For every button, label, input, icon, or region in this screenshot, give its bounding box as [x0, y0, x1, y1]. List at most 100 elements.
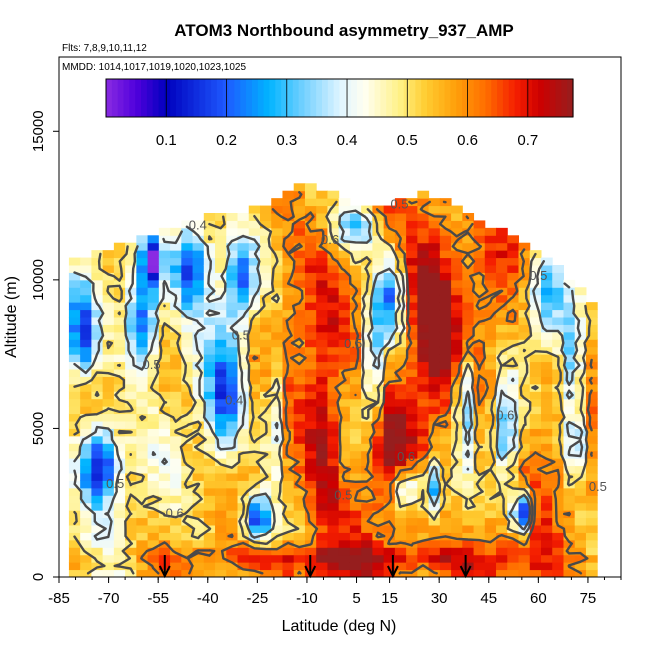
heatmap-cell	[91, 257, 104, 266]
heatmap-cell	[462, 413, 475, 422]
heatmap-cell	[91, 398, 104, 407]
heatmap-cell	[226, 473, 239, 481]
heatmap-cell	[394, 250, 407, 259]
heatmap-cell	[316, 495, 328, 504]
colorbar-cell	[193, 79, 200, 117]
heatmap-cell	[518, 287, 531, 296]
heatmap-cell	[585, 495, 598, 504]
heatmap-cell	[563, 324, 576, 333]
colorbar-cell	[286, 79, 294, 117]
heatmap-cell	[563, 398, 576, 407]
heatmap-cell	[248, 421, 261, 429]
heatmap-cell	[541, 309, 553, 318]
heatmap-cell	[552, 510, 564, 519]
heatmap-cell	[136, 257, 149, 266]
heatmap-cell	[484, 391, 497, 400]
heatmap-cell	[552, 502, 564, 511]
heatmap-cell	[451, 279, 463, 288]
heatmap-cell	[170, 398, 182, 407]
heatmap-cell	[428, 205, 441, 214]
heatmap-cell	[585, 562, 598, 571]
heatmap-cell	[349, 458, 362, 467]
heatmap-cell	[496, 317, 508, 325]
heatmap-cell	[215, 346, 227, 355]
heatmap-cell	[394, 265, 407, 273]
heatmap-cell	[125, 562, 137, 571]
heatmap-cell	[439, 562, 452, 571]
heatmap-cell	[529, 443, 542, 452]
heatmap-cell	[462, 421, 475, 429]
heatmap-cell	[282, 510, 295, 519]
heatmap-cell	[462, 435, 475, 444]
heatmap-cell	[68, 428, 81, 437]
heatmap-cell	[417, 235, 430, 244]
heatmap-cell	[585, 339, 598, 348]
heatmap-cell	[125, 473, 137, 481]
heatmap-cell	[563, 302, 576, 311]
heatmap-cell	[552, 391, 564, 400]
heatmap-cell	[181, 383, 194, 392]
heatmap-cell	[473, 265, 486, 273]
heatmap-cell	[102, 376, 115, 385]
heatmap-cell	[507, 302, 520, 311]
heatmap-cell	[585, 510, 598, 519]
heatmap-cell	[260, 569, 272, 577]
heatmap-cell	[484, 265, 497, 273]
heatmap-cell	[383, 421, 396, 429]
heatmap-cell	[574, 495, 587, 504]
heatmap-cell	[203, 413, 216, 422]
heatmap-cell	[496, 324, 508, 333]
heatmap-cell	[158, 331, 171, 340]
heatmap-cell	[125, 517, 137, 526]
heatmap-cell	[203, 406, 216, 415]
colorbar-cell	[357, 79, 364, 117]
heatmap-cell	[113, 339, 126, 348]
heatmap-cell	[316, 287, 328, 296]
heatmap-cell	[170, 539, 182, 548]
heatmap-cell	[260, 220, 272, 229]
colorbar-cell	[409, 79, 416, 117]
heatmap-cell	[125, 569, 137, 577]
heatmap-cell	[68, 487, 81, 496]
heatmap-cell	[585, 346, 598, 355]
heatmap-cell	[203, 213, 216, 221]
heatmap-cell	[293, 428, 306, 437]
heatmap-cell	[349, 265, 362, 273]
heatmap-cell	[192, 242, 205, 251]
heatmap-cell	[136, 302, 149, 311]
heatmap-cell	[473, 428, 486, 437]
heatmap-cell	[304, 294, 317, 303]
heatmap-cell	[192, 495, 205, 504]
heatmap-cell	[451, 354, 463, 363]
heatmap-cell	[68, 517, 81, 526]
heatmap-cell	[585, 554, 598, 563]
heatmap-cell	[271, 294, 283, 303]
colorbar-cell	[106, 79, 113, 117]
heatmap-cell	[406, 428, 418, 437]
heatmap-cell	[394, 525, 407, 533]
heatmap-cell	[113, 495, 126, 504]
heatmap-cell	[170, 458, 182, 467]
heatmap-cell	[192, 272, 205, 281]
heatmap-cell	[226, 354, 239, 363]
heatmap-cell	[68, 317, 81, 325]
heatmap-cell	[282, 502, 295, 511]
heatmap-cell	[80, 354, 92, 363]
heatmap-cell	[451, 569, 463, 577]
heatmap-cell	[136, 309, 149, 318]
heatmap-cell	[260, 265, 272, 273]
heatmap-cell	[507, 324, 520, 333]
heatmap-cell	[226, 554, 239, 563]
heatmap-cell	[181, 242, 194, 251]
heatmap-cell	[327, 525, 340, 533]
heatmap-cell	[282, 213, 295, 221]
heatmap-cell	[80, 413, 92, 422]
heatmap-cell	[428, 480, 441, 489]
heatmap-cell	[417, 525, 430, 533]
heatmap-cell	[68, 495, 81, 504]
heatmap-cell	[563, 569, 576, 577]
heatmap-cell	[417, 391, 430, 400]
heatmap-cell	[496, 257, 508, 266]
heatmap-cell	[271, 346, 283, 355]
heatmap-cell	[226, 346, 239, 355]
